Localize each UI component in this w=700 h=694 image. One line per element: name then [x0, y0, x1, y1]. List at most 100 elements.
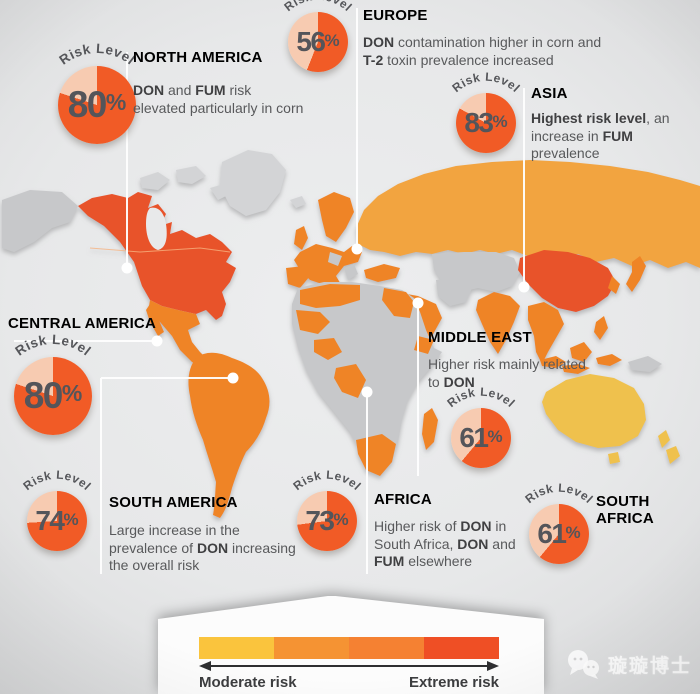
- svg-text:Risk Level: Risk Level: [444, 385, 517, 411]
- map-arctic-islands: [140, 166, 306, 208]
- desc-bold-term: DON: [443, 373, 475, 390]
- south-africa-risk-gauge: Risk Level 61%: [511, 476, 607, 568]
- risk-scale-ribbon: Moderate risk Extreme risk: [158, 596, 544, 694]
- landmasses: [2, 150, 700, 518]
- map-china: [518, 250, 616, 312]
- risk-level-arc: Risk Level: [522, 481, 595, 507]
- svg-text:Risk Level: Risk Level: [522, 481, 595, 507]
- middle-east-risk-gauge: Risk Level 61%: [433, 380, 529, 472]
- map-europe-gray-patches: [328, 252, 358, 280]
- legend-color-block: [349, 637, 424, 659]
- desc-bold-term: FUM: [374, 553, 405, 570]
- asia-desc: Highest risk level, an increase in FUM p…: [531, 110, 689, 163]
- map-new-guinea: [628, 356, 662, 372]
- desc-bold-term: DON: [363, 34, 395, 50]
- desc-bold-term: Highest risk level: [531, 110, 647, 126]
- desc-bold-term: DON: [133, 82, 165, 98]
- desc-bold-term: DON: [460, 518, 492, 534]
- risk-color-scale: [199, 637, 499, 659]
- desc-text: Higher risk mainly related to: [428, 356, 586, 390]
- desc-text: prevalence: [531, 145, 600, 162]
- map-alaska: [2, 190, 78, 252]
- desc-text: risk elevated particularly in corn: [133, 82, 304, 116]
- risk-level-arc: Risk Level: [281, 0, 354, 14]
- europe-heading: EUROPE: [363, 7, 428, 24]
- desc-text: elsewhere: [404, 553, 473, 570]
- legend-color-block: [424, 637, 499, 659]
- europe-desc: DON contamination higher in corn and T-2…: [363, 34, 615, 69]
- africa-pie: 73%: [297, 491, 357, 551]
- africa-risk-gauge: Risk Level 73%: [279, 463, 375, 555]
- europe-risk-gauge: Risk Level 56%: [270, 0, 366, 76]
- risk-scale-panel: Moderate risk Extreme risk: [158, 596, 544, 694]
- desc-text: Higher risk of: [374, 518, 461, 534]
- central-america-pie: 80%: [14, 357, 92, 435]
- risk-level-arc: Risk Level: [57, 41, 138, 68]
- leader-lines: [14, 8, 525, 574]
- map-border-line: [89, 247, 231, 253]
- extreme-risk-label: Extreme risk: [408, 674, 499, 691]
- risk-scale-arrow: [199, 661, 499, 671]
- map-southeast-asia: [528, 302, 622, 374]
- central-america-risk-gauge: Risk Level 80%: [0, 321, 113, 437]
- desc-text: and: [488, 535, 516, 552]
- map-japan-korea: [608, 256, 646, 294]
- desc-text: in South Africa,: [374, 518, 507, 552]
- north-america-heading: NORTH AMERICA: [133, 49, 263, 66]
- svg-text:Risk Level: Risk Level: [57, 41, 138, 68]
- desc-text: Large increase in the prevalence of: [109, 522, 240, 556]
- map-iran: [436, 278, 472, 306]
- svg-text:Risk Level: Risk Level: [13, 332, 94, 359]
- desc-text: toxin prevalence increased: [383, 51, 554, 68]
- map-hudson-bay: [146, 207, 167, 250]
- svg-text:Risk Level: Risk Level: [290, 468, 363, 494]
- watermark: 璇璇博士: [566, 648, 692, 680]
- map-india: [476, 292, 520, 354]
- desc-bold-term: DON: [457, 535, 489, 552]
- south-africa-pie: 61%: [529, 504, 589, 564]
- moderate-risk-label: Moderate risk: [199, 674, 297, 691]
- desc-text: increasing the overall risk: [109, 539, 296, 574]
- desc-text: and: [164, 82, 196, 98]
- asia-pie: 83%: [456, 93, 516, 153]
- middle-east-desc: Higher risk mainly related to DON: [428, 356, 594, 391]
- south-america-pie: 74%: [27, 491, 87, 551]
- north-america-desc: DON and FUM risk elevated particularly i…: [133, 82, 305, 117]
- legend-color-block: [274, 637, 349, 659]
- map-greenland: [220, 150, 286, 216]
- middle-east-heading: MIDDLE EAST: [428, 329, 532, 346]
- map-north-america: [78, 192, 236, 320]
- desc-text: , an increase in: [531, 110, 670, 144]
- chat-bubbles-icon: [567, 650, 599, 679]
- watermark-text: 璇璇博士: [607, 655, 692, 677]
- risk-level-arc: Risk Level: [444, 385, 517, 411]
- risk-level-arc: Risk Level: [20, 468, 93, 494]
- map-australia: [542, 374, 680, 464]
- desc-bold-term: DON: [196, 539, 229, 556]
- risk-level-arc: Risk Level: [13, 332, 94, 359]
- leader-dots: [121, 243, 530, 398]
- africa-desc: Higher risk of DON in South Africa, DON …: [374, 518, 532, 571]
- south-africa-heading: SOUTH AFRICA: [596, 493, 654, 527]
- map-europe: [286, 192, 362, 292]
- map-africa-risk-patches: [296, 284, 438, 476]
- south-america-risk-gauge: Risk Level 74%: [9, 463, 105, 555]
- south-america-heading: SOUTH AMERICA: [109, 494, 238, 511]
- risk-level-arc: Risk Level: [449, 70, 522, 96]
- map-south-america: [188, 352, 270, 518]
- legend-color-block: [199, 637, 274, 659]
- central-america-heading: CENTRAL AMERICA: [8, 315, 156, 332]
- risk-level-arc: Risk Level: [290, 468, 363, 494]
- map-central-america: [146, 300, 208, 368]
- desc-bold-term: FUM: [602, 127, 633, 144]
- desc-bold-term: T-2: [363, 51, 384, 68]
- africa-heading: AFRICA: [374, 491, 432, 508]
- south-america-desc: Large increase in the prevalence of DON …: [109, 522, 297, 575]
- north-america-risk-gauge: Risk Level 80%: [37, 30, 157, 146]
- middle-east-pie: 61%: [451, 408, 511, 468]
- desc-bold-term: FUM: [195, 82, 226, 98]
- asia-heading: ASIA: [531, 85, 568, 102]
- svg-text:Risk Level: Risk Level: [449, 70, 522, 96]
